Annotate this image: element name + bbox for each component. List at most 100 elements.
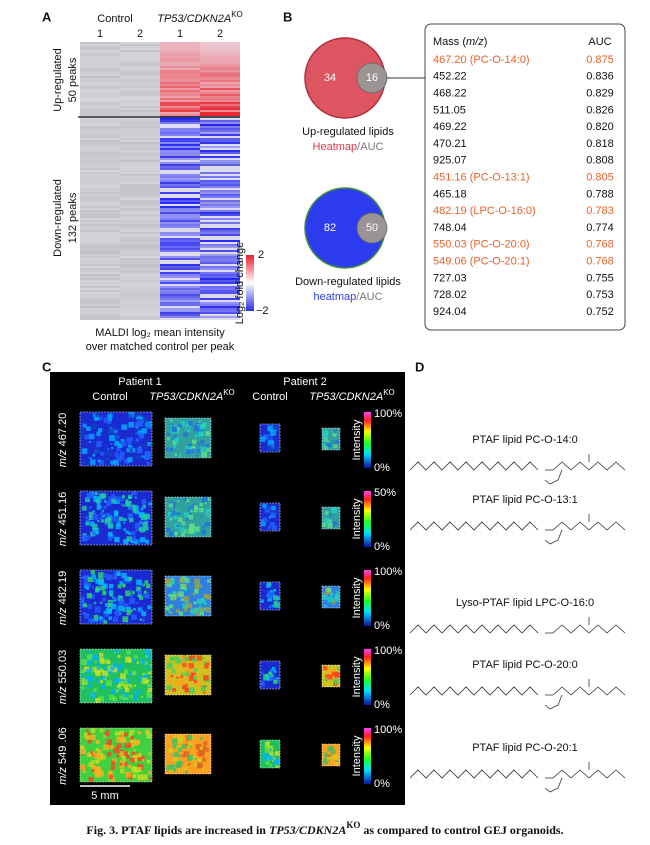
intensity-pixel <box>123 521 126 524</box>
heatmap-row <box>80 96 120 98</box>
intensity-pixel <box>121 495 126 499</box>
column-number: 1 <box>97 28 103 40</box>
intensity-pixel <box>195 454 198 458</box>
intensity-pixel <box>202 757 207 762</box>
intensity-pixel <box>86 593 92 599</box>
heatmap-row <box>80 308 120 310</box>
intensity-pixel <box>203 691 206 694</box>
intensity-pixel <box>101 670 108 677</box>
heatmap-row <box>80 298 120 300</box>
intensity-pixel <box>166 432 170 437</box>
scale-min: 0% <box>374 778 390 790</box>
heatmap-row <box>80 220 120 222</box>
heatmap-row <box>200 172 240 174</box>
intensity-pixel <box>132 491 137 496</box>
mz-label: m/z 451.16 <box>57 492 69 546</box>
intensity-pixel <box>99 512 104 516</box>
intensity-pixel <box>267 439 274 446</box>
scale-title: Intensity <box>351 656 363 697</box>
intensity-pixel <box>92 514 99 521</box>
intensity-pixel <box>270 434 273 437</box>
intensity-pixel <box>104 447 107 451</box>
caption-sup: KO <box>346 820 360 830</box>
intensity-pixel <box>99 460 105 466</box>
heatmap-row <box>160 280 200 282</box>
heatmap-row <box>120 78 160 80</box>
heatmap-row <box>200 156 240 158</box>
intensity-pixel <box>117 584 122 589</box>
heatmap-row <box>160 238 200 240</box>
heatmap-row <box>160 214 200 216</box>
intensity-pixel <box>119 678 125 684</box>
intensity-pixel <box>114 518 118 522</box>
heatmap-row <box>120 296 160 298</box>
intensity-pixel <box>139 595 144 600</box>
heatmap-row <box>120 68 160 70</box>
heatmap-row <box>160 66 200 68</box>
heatmap-row <box>160 242 200 244</box>
heatmap-row <box>200 214 240 216</box>
intensity-pixel <box>174 680 180 686</box>
heatmap-row <box>80 272 120 274</box>
heatmap-row <box>160 312 200 314</box>
intensity-pixel <box>178 611 184 616</box>
colorbar <box>364 570 371 626</box>
intensity-pixel <box>194 526 200 532</box>
intensity-pixel <box>185 445 191 452</box>
heatmap-row <box>200 108 240 110</box>
heatmap-row <box>200 120 240 122</box>
heatmap-row <box>160 310 200 312</box>
heatmap-row <box>200 60 240 62</box>
heatmap-row <box>200 102 240 104</box>
heatmap-row <box>80 224 120 226</box>
intensity-pixel <box>265 504 269 509</box>
intensity-pixel <box>183 751 190 758</box>
intensity-pixel <box>115 688 119 693</box>
intensity-pixel <box>136 689 141 695</box>
heatmap-row <box>160 168 200 170</box>
intensity-pixel <box>192 592 196 596</box>
heatmap-row <box>160 296 200 298</box>
intensity-pixel <box>86 492 92 499</box>
intensity-pixel <box>177 499 180 503</box>
heatmap-row <box>120 276 160 278</box>
intensity-pixel <box>128 422 134 428</box>
intensity-pixel <box>127 764 132 769</box>
intensity-pixel <box>168 593 172 597</box>
intensity-pixel <box>97 770 104 777</box>
intensity-pixel <box>116 521 121 526</box>
intensity-pixel <box>105 500 112 507</box>
intensity-pixel <box>189 528 195 534</box>
heatmap-row <box>200 272 240 274</box>
heatmap-row <box>200 150 240 152</box>
heatmap-row <box>160 254 200 256</box>
intensity-pixel <box>324 511 329 515</box>
heatmap-row <box>160 70 200 72</box>
heatmap-row <box>160 232 200 234</box>
intensity-pixel <box>138 607 142 611</box>
heatmap-row <box>160 290 200 292</box>
intensity-pixel <box>170 674 174 678</box>
mass: 549.06 (PC-O-20:1) <box>433 256 530 268</box>
intensity-pixel <box>260 682 265 687</box>
heatmap-row <box>120 114 160 116</box>
heatmap-row <box>80 56 120 58</box>
heatmap-row <box>80 274 120 276</box>
intensity-pixel <box>144 580 149 585</box>
intensity-pixel <box>189 667 195 674</box>
heatmap-row <box>80 118 120 120</box>
intensity-pixel <box>193 679 198 684</box>
intensity-pixel <box>112 663 118 669</box>
intensity-pixel <box>83 603 88 608</box>
heatmap-row <box>120 186 160 188</box>
heatmap-row <box>80 310 120 312</box>
intensity-pixel <box>335 671 340 677</box>
intensity-pixel <box>125 687 130 693</box>
heatmap-row <box>200 316 240 318</box>
intensity-pixel <box>274 602 280 608</box>
intensity-pixel <box>141 660 145 665</box>
intensity-pixel <box>102 666 106 671</box>
heatmap-row <box>80 252 120 254</box>
intensity-pixel <box>113 747 120 754</box>
heatmap-row <box>120 318 160 320</box>
